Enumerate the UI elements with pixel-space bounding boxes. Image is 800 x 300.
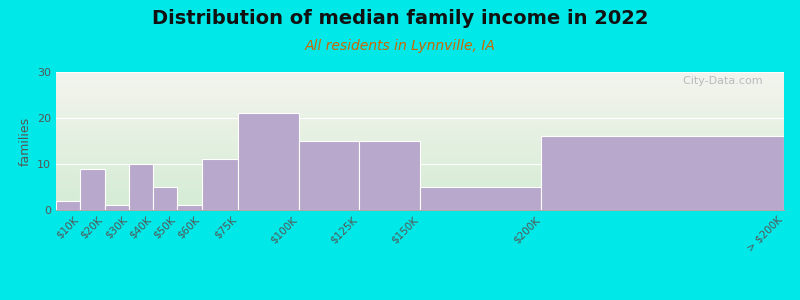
Text: Distribution of median family income in 2022: Distribution of median family income in … — [152, 9, 648, 28]
Y-axis label: families: families — [18, 116, 31, 166]
Bar — [238, 113, 298, 210]
Bar — [129, 164, 153, 210]
Bar — [56, 201, 80, 210]
Bar — [420, 187, 542, 210]
Text: City-Data.com: City-Data.com — [675, 76, 762, 86]
Bar — [105, 206, 129, 210]
Bar — [178, 206, 202, 210]
Bar — [542, 136, 784, 210]
Bar — [359, 141, 420, 210]
Bar — [153, 187, 178, 210]
Bar — [202, 159, 238, 210]
Bar — [80, 169, 105, 210]
Text: All residents in Lynnville, IA: All residents in Lynnville, IA — [305, 39, 495, 53]
Bar — [298, 141, 359, 210]
